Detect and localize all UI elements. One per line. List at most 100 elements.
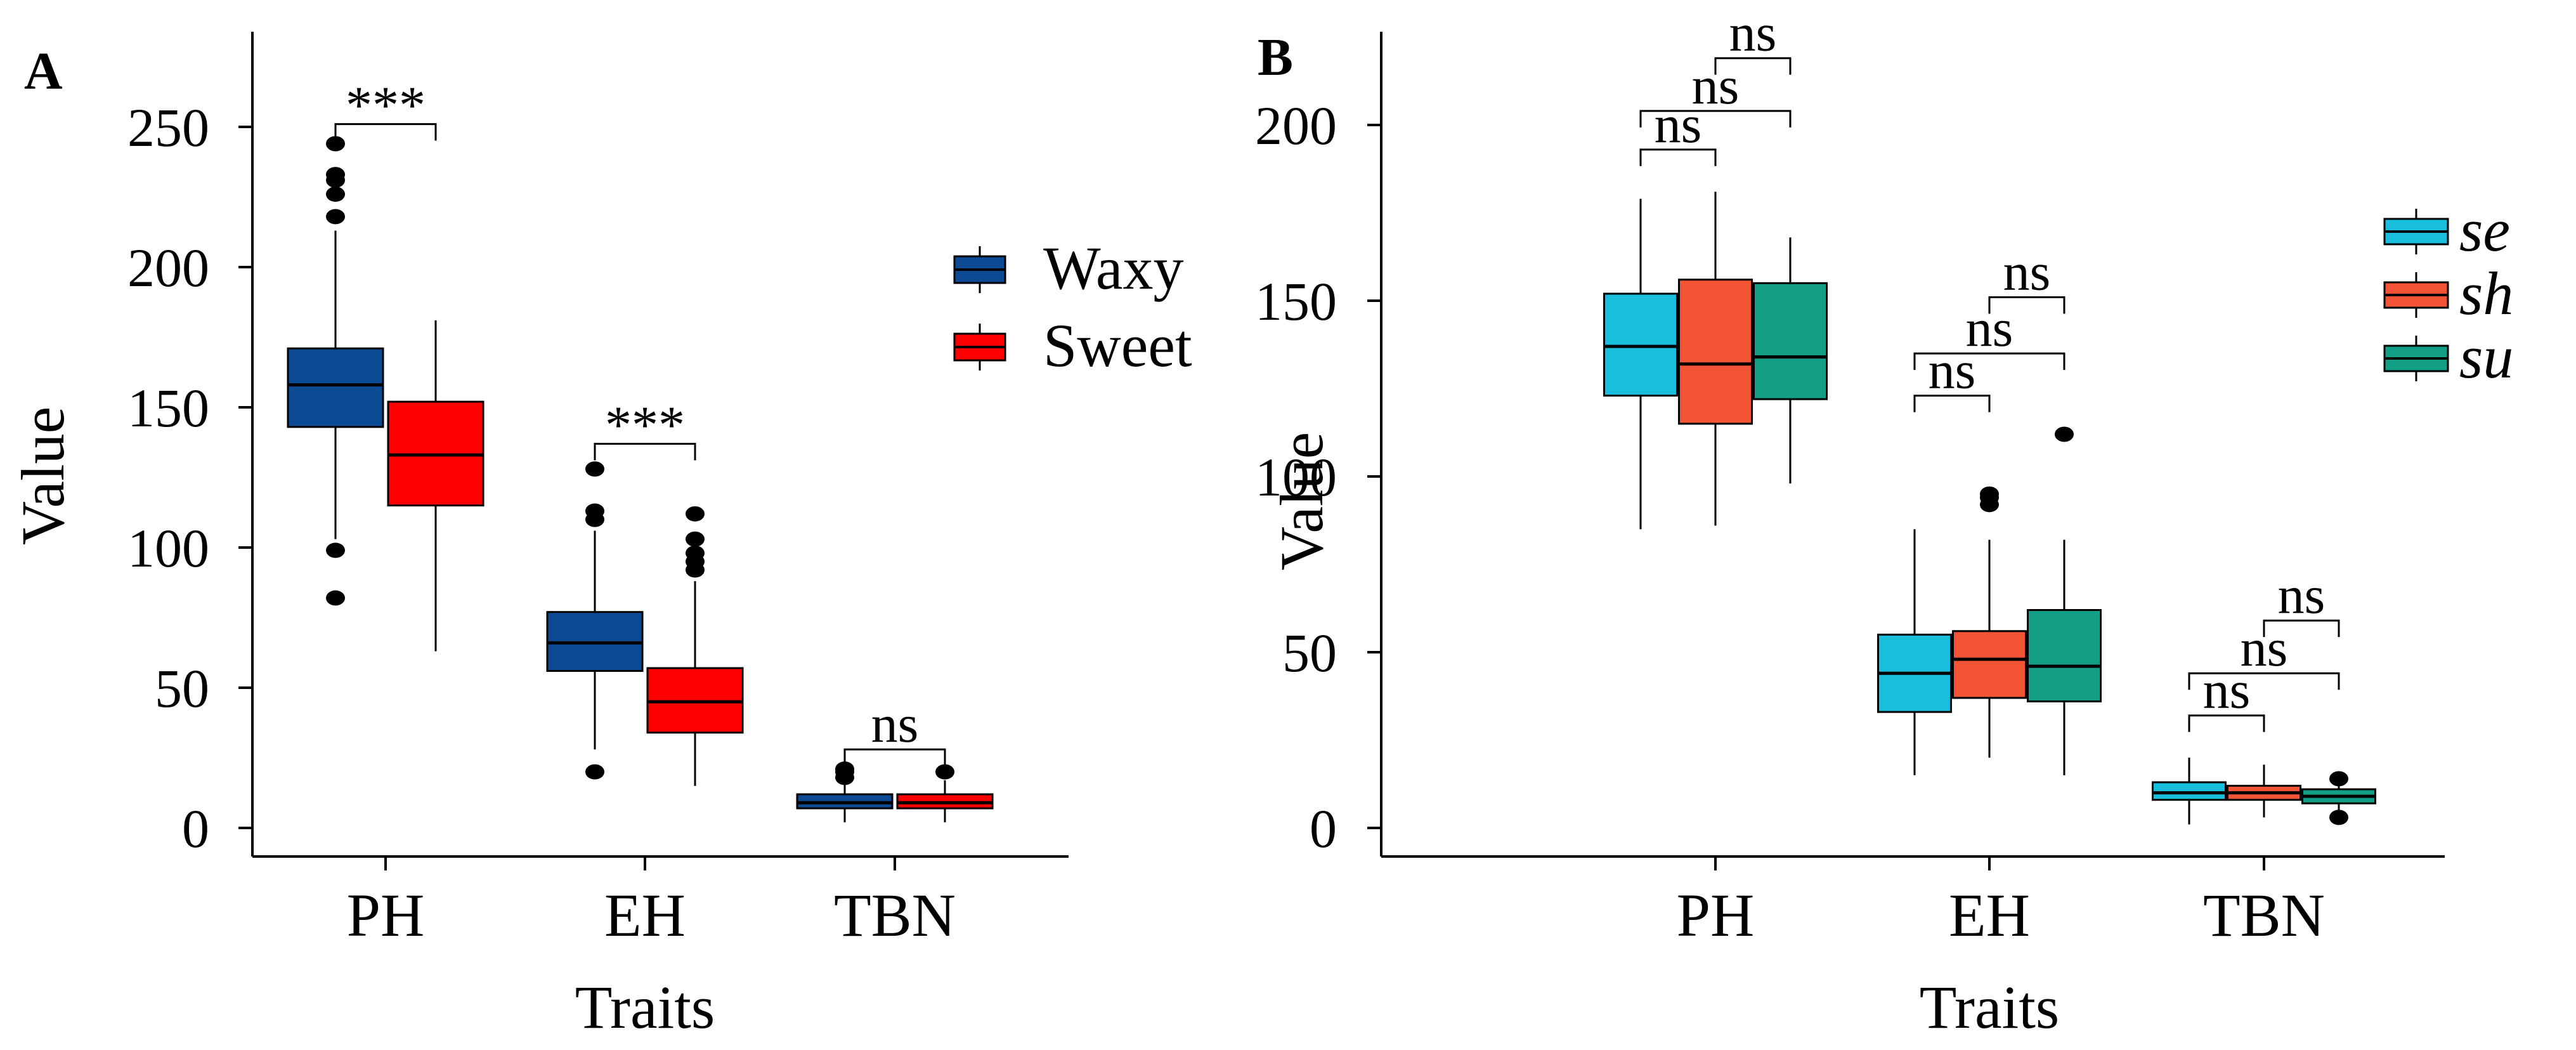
bracket-line (843, 748, 946, 766)
bracket-line (2188, 672, 2340, 690)
box-tbn-se (2152, 758, 2227, 825)
significance-bracket: ns (2263, 566, 2340, 638)
significance-bracket: *** (334, 76, 437, 141)
significance-label: ns (2203, 661, 2251, 720)
significance-bracket: ns (1913, 341, 1991, 412)
legend-label: su (2459, 323, 2513, 391)
box-tbn-sweet (896, 764, 994, 823)
significance-label: ns (1929, 341, 1976, 400)
outlier-point (2329, 771, 2348, 787)
box-tbn-sh (2227, 765, 2301, 818)
y-tick-label: 150 (127, 377, 209, 438)
box-ph-sweet (387, 320, 485, 652)
bracket-line (1913, 395, 1991, 412)
bracket-line (2263, 619, 2340, 638)
box-eh-waxy (546, 461, 644, 780)
box-iqr (1678, 279, 1753, 425)
outlier-point (585, 461, 604, 477)
significance-bracket: ns (2188, 661, 2265, 732)
bracket-line (594, 442, 696, 461)
box-ph-su (1753, 237, 1828, 484)
y-tick-label: 150 (1255, 271, 1337, 332)
significance-label: ns (2278, 566, 2326, 625)
legend-item-waxy: Waxy (953, 234, 1184, 302)
x-tick-label-tbn: TBN (834, 881, 956, 949)
legend-item-sweet: Sweet (953, 312, 1192, 379)
box-iqr (1603, 292, 1678, 397)
y-tick-label: 100 (127, 518, 209, 579)
y-tick-label: 250 (127, 97, 209, 158)
significance-bracket: ns (1988, 242, 2065, 314)
box-ph-se (1603, 199, 1678, 530)
y-tick-label: 200 (1255, 95, 1337, 156)
significance-label: *** (346, 76, 426, 135)
outlier-point (835, 761, 854, 777)
bracket-line (1639, 110, 1792, 128)
panel-letter: A (24, 42, 63, 101)
outlier-point (935, 764, 954, 780)
x-axis-label: Traits (1920, 973, 2060, 1041)
box-iqr (287, 347, 384, 428)
y-tick-label: 200 (127, 237, 209, 298)
outlier-point (585, 764, 604, 780)
y-tick-label: 100 (1255, 447, 1337, 508)
significance-label: ns (2003, 242, 2051, 301)
legend-item-sh: sh (2383, 259, 2513, 327)
box-eh-sweet (646, 506, 744, 786)
significance-label: *** (605, 395, 685, 454)
outlier-point (686, 545, 705, 561)
legend-item-su: su (2383, 323, 2513, 391)
box-eh-sh (1952, 486, 2027, 758)
box-iqr (1952, 630, 2027, 699)
y-tick-label: 50 (155, 658, 209, 719)
panel-letter: B (1258, 28, 1293, 87)
box-eh-su (2027, 426, 2102, 775)
legend-item-se: se (2383, 196, 2510, 264)
panel-a: A 0 50 100 150 200 250 PH EH TBN Traits Value *** ***… (9, 32, 1192, 1041)
box-ph-sh (1678, 192, 1753, 526)
y-axis-label: Value (1268, 432, 1336, 571)
legend-label: Waxy (1043, 234, 1184, 302)
box-tbn-waxy (796, 761, 894, 823)
significance-bracket: ns (843, 695, 946, 766)
box-iqr (2027, 609, 2102, 703)
legend-label: sh (2459, 259, 2513, 327)
outlier-point (585, 503, 604, 519)
y-tick-label: 0 (1310, 798, 1337, 859)
bracket-line (1913, 352, 2065, 371)
outlier-point (2329, 810, 2348, 825)
bracket-line (1714, 57, 1792, 75)
bracket-line (2188, 714, 2265, 732)
y-tick-label: 0 (182, 798, 209, 859)
outlier-point (686, 506, 705, 522)
outlier-point (686, 531, 705, 547)
x-tick-label-ph: PH (347, 881, 425, 949)
bracket-line (334, 123, 437, 141)
box-iqr (2152, 781, 2227, 801)
legend-label: se (2459, 196, 2510, 264)
significance-label: ns (1729, 4, 1777, 63)
significance-label: ns (871, 695, 919, 754)
significance-bracket: ns (1639, 95, 1717, 166)
y-axis-label: Value (9, 407, 77, 546)
legend: Waxy Sweet (953, 234, 1192, 379)
outlier-point (326, 542, 345, 558)
outlier-point (326, 187, 345, 202)
bracket-line (1988, 296, 2065, 314)
outlier-point (326, 136, 345, 152)
x-tick-label-tbn: TBN (2203, 881, 2325, 949)
outlier-point (326, 590, 345, 606)
significance-bracket: ns (1714, 4, 1792, 75)
x-tick-label-eh: EH (604, 881, 686, 949)
significance-label: ns (1655, 95, 1702, 154)
outlier-point (1980, 486, 1999, 502)
outlier-point (326, 209, 345, 225)
outlier-point (326, 167, 345, 183)
box-eh-se (1877, 529, 1952, 775)
box-iqr (1753, 282, 1828, 400)
x-tick-label-eh: EH (1949, 881, 2030, 949)
legend-label: Sweet (1043, 312, 1192, 379)
